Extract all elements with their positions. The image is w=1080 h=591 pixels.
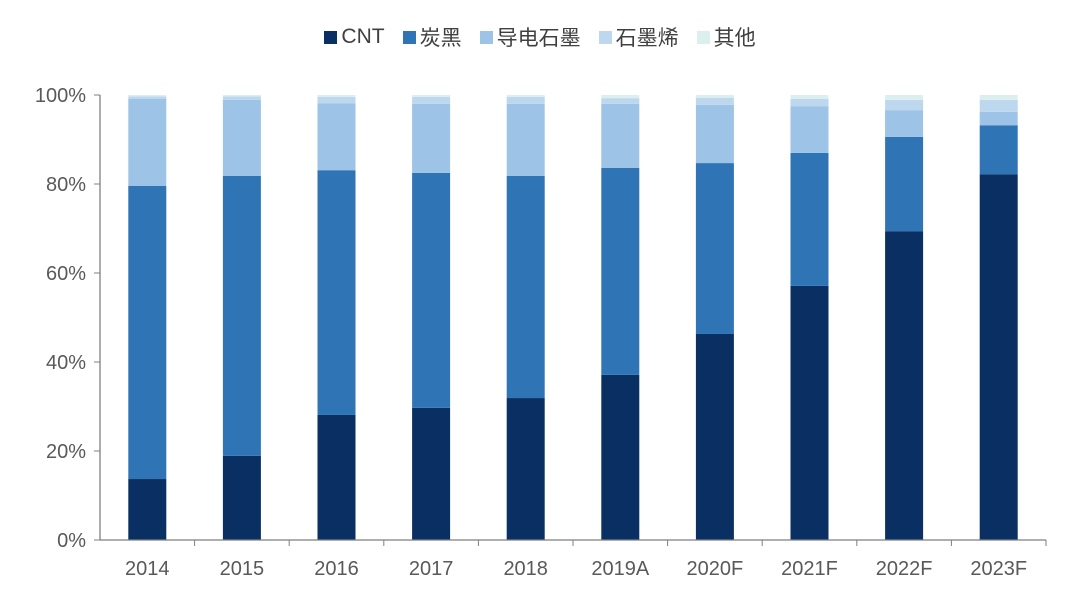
- x-tick-label: 2020F: [687, 558, 744, 580]
- y-tick-label: 40%: [46, 352, 86, 374]
- bar-segment: [601, 103, 640, 168]
- bar-segment: [695, 97, 734, 105]
- bar-segment: [412, 103, 451, 173]
- bar-segment: [790, 152, 829, 286]
- y-tick-label: 20%: [46, 441, 86, 463]
- x-tick-label: 2014: [125, 558, 170, 580]
- bar-segment: [979, 111, 1018, 126]
- y-tick-label: 60%: [46, 263, 86, 285]
- legend-label: 导电石墨: [496, 27, 581, 50]
- bar-segment: [506, 96, 545, 104]
- bar-segment: [695, 333, 734, 540]
- legend-swatch: [479, 30, 493, 44]
- bar-segment: [317, 95, 356, 97]
- x-tick-label: 2022F: [876, 558, 933, 580]
- bar-segment: [601, 98, 640, 104]
- bar-segment: [506, 103, 545, 176]
- bar-segment: [506, 398, 545, 540]
- bar-segment: [885, 95, 924, 100]
- bar-segment: [601, 374, 640, 540]
- legend-swatch: [324, 30, 338, 44]
- bar-segment: [222, 99, 261, 176]
- bar-segment: [222, 95, 261, 97]
- bar-segment: [412, 407, 451, 540]
- bar-segment: [979, 99, 1018, 112]
- bar-segment: [412, 95, 451, 97]
- bar-segment: [979, 95, 1018, 100]
- x-tick-label: 2019A: [591, 558, 649, 580]
- x-tick-label: 2021F: [781, 558, 838, 580]
- legend-label: CNT: [341, 25, 385, 48]
- legend-item: CNT: [324, 22, 385, 52]
- bar-segment: [222, 175, 261, 456]
- bar-segment: [317, 414, 356, 540]
- bar-segment: [412, 96, 451, 104]
- y-tick-label: 100%: [35, 85, 86, 107]
- bar-segment: [128, 185, 167, 480]
- bar-segment: [222, 96, 261, 100]
- bar-segment: [317, 103, 356, 171]
- x-tick-label: 2016: [314, 558, 359, 580]
- x-tick-label: 2017: [409, 558, 454, 580]
- bar-segment: [979, 125, 1018, 175]
- bar-segment: [317, 96, 356, 104]
- bar-segment: [790, 99, 829, 107]
- legend-swatch: [598, 30, 612, 44]
- bar-segment: [222, 455, 261, 540]
- bar-segment: [128, 479, 167, 540]
- bar-segment: [317, 170, 356, 415]
- legend-item: 石墨烯: [598, 22, 679, 52]
- bar-segment: [790, 106, 829, 153]
- bar-segment: [412, 172, 451, 408]
- bar-segment: [885, 231, 924, 541]
- bar-segment: [128, 95, 167, 97]
- bar-segment: [885, 136, 924, 232]
- bar-segment: [128, 99, 167, 186]
- bar-segment: [885, 99, 924, 111]
- x-tick-label: 2018: [503, 558, 548, 580]
- legend: CNT 炭黑 导电石墨 石墨烯 其他: [0, 22, 1080, 52]
- x-tick-label: 2015: [220, 558, 265, 580]
- bar-segment: [885, 110, 924, 137]
- legend-label: 石墨烯: [615, 27, 679, 50]
- bar-segment: [790, 285, 829, 540]
- legend-label: 其他: [713, 27, 756, 50]
- bar-segment: [695, 163, 734, 334]
- bar-segment: [790, 95, 829, 100]
- bar-segment: [695, 95, 734, 98]
- bar-segment: [695, 104, 734, 164]
- bar-segment: [601, 95, 640, 99]
- bar-segment: [601, 167, 640, 375]
- legend-item: 其他: [696, 22, 756, 52]
- x-tick-label: 2023F: [970, 558, 1027, 580]
- legend-label: 炭黑: [419, 27, 462, 50]
- y-tick-label: 0%: [57, 530, 86, 552]
- legend-swatch: [402, 30, 416, 44]
- bar-segment: [979, 174, 1018, 540]
- bar-segment: [506, 95, 545, 97]
- legend-swatch: [696, 30, 710, 44]
- bar-segment: [506, 175, 545, 399]
- bar-segment: [128, 96, 167, 100]
- legend-item: 导电石墨: [479, 22, 581, 52]
- y-tick-label: 80%: [46, 174, 86, 196]
- legend-item: 炭黑: [402, 22, 462, 52]
